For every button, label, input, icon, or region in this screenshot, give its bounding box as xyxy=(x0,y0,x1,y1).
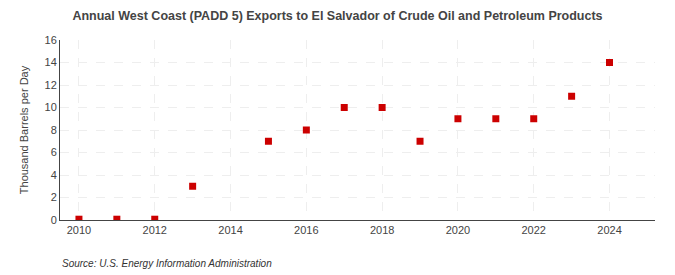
svg-text:Source: U.S. Energy Informatio: Source: U.S. Energy Information Administ… xyxy=(62,258,272,269)
svg-text:Thousand Barrels per Day: Thousand Barrels per Day xyxy=(18,65,30,194)
svg-text:2016: 2016 xyxy=(294,224,318,236)
svg-text:2: 2 xyxy=(51,191,57,203)
svg-text:2024: 2024 xyxy=(597,224,621,236)
svg-text:6: 6 xyxy=(51,146,57,158)
svg-text:12: 12 xyxy=(45,79,57,91)
svg-text:2020: 2020 xyxy=(446,224,470,236)
svg-text:0: 0 xyxy=(51,214,57,226)
svg-text:2014: 2014 xyxy=(218,224,242,236)
svg-text:10: 10 xyxy=(45,101,57,113)
svg-text:2012: 2012 xyxy=(143,224,167,236)
svg-text:Annual West Coast (PADD 5) Exp: Annual West Coast (PADD 5) Exports to El… xyxy=(72,9,602,23)
svg-text:16: 16 xyxy=(45,34,57,46)
svg-text:4: 4 xyxy=(51,169,57,181)
svg-text:2010: 2010 xyxy=(67,224,91,236)
svg-text:8: 8 xyxy=(51,124,57,136)
svg-text:2022: 2022 xyxy=(521,224,545,236)
svg-text:14: 14 xyxy=(45,56,57,68)
svg-text:2018: 2018 xyxy=(370,224,394,236)
